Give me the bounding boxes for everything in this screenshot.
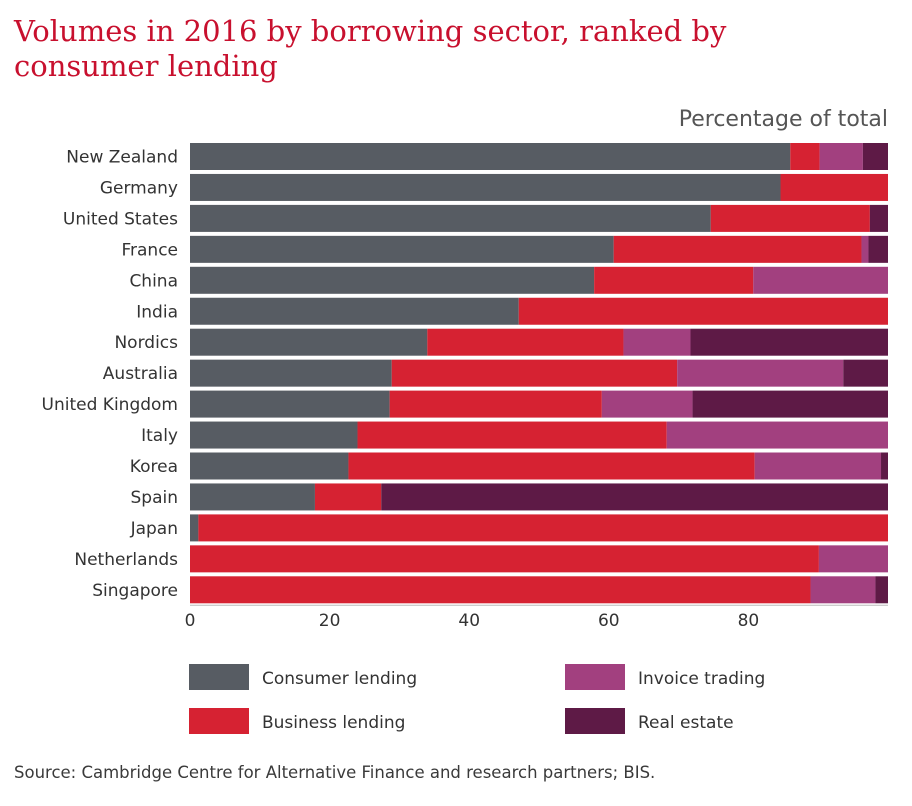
category-label: Netherlands — [74, 550, 178, 570]
bar-segment-real-estate — [690, 328, 888, 356]
bar-segment-consumer-lending — [190, 266, 595, 294]
bar-segment-consumer-lending — [190, 143, 791, 170]
category-label: India — [136, 302, 178, 322]
x-axis: 0 20 40 60 80 — [185, 604, 888, 631]
bar-segment-consumer-lending — [190, 173, 781, 201]
bar-segment-invoice-trading — [861, 235, 869, 263]
bar-segment-real-estate — [692, 390, 888, 418]
bar-segment-invoice-trading — [601, 390, 693, 418]
x-tick-label: 20 — [319, 611, 341, 631]
category-label: Italy — [141, 426, 178, 446]
bar-segment-real-estate — [862, 143, 888, 170]
category-label: Spain — [131, 488, 179, 508]
bar-segment-consumer-lending — [190, 328, 428, 356]
bar-segment-invoice-trading — [810, 576, 876, 604]
bar-segment-business-lending — [190, 576, 811, 604]
category-label: Japan — [130, 519, 178, 539]
bar-segment-consumer-lending — [190, 204, 711, 232]
category-label: China — [129, 271, 178, 291]
category-label: Germany — [100, 178, 178, 198]
bar-segment-business-lending — [613, 235, 862, 263]
bar-segment-consumer-lending — [190, 483, 315, 511]
x-tick-label: 40 — [458, 611, 480, 631]
category-labels: New Zealand Germany United States France Chi… — [42, 148, 179, 601]
bar-segment-real-estate — [869, 204, 888, 232]
x-tick-label: 0 — [185, 611, 196, 631]
category-label: Nordics — [114, 333, 178, 353]
bar-segment-business-lending — [389, 390, 602, 418]
source-note: Source: Cambridge Centre for Alternative… — [14, 763, 656, 782]
bar-segment-consumer-lending — [190, 390, 390, 418]
legend-label: Real estate — [638, 713, 734, 733]
category-label: United States — [63, 209, 178, 229]
bar-segment-business-lending — [518, 297, 888, 325]
bar-segment-real-estate — [843, 359, 888, 387]
bar-segment-business-lending — [780, 173, 888, 201]
category-label: Australia — [103, 364, 178, 384]
bar-segment-business-lending — [314, 483, 382, 511]
chart-title: Volumes in 2016 by borrowing sector, ran… — [14, 14, 727, 83]
bars-layer — [190, 143, 889, 604]
bar-segment-business-lending — [427, 328, 624, 356]
bar-segment-invoice-trading — [819, 143, 863, 170]
x-tick-label: 60 — [598, 611, 620, 631]
legend-label: Consumer lending — [262, 669, 417, 689]
legend-swatch — [189, 664, 249, 690]
bar-segment-invoice-trading — [677, 359, 844, 387]
legend: Consumer lending Business lending Invoice … — [189, 664, 765, 734]
chart-subtitle: Percentage of total — [678, 107, 888, 132]
bar-segment-business-lending — [710, 204, 870, 232]
bar-segment-consumer-lending — [190, 452, 349, 480]
bar-segment-invoice-trading — [623, 328, 691, 356]
bar-segment-consumer-lending — [190, 359, 392, 387]
bar-segment-real-estate — [381, 483, 888, 511]
bar-segment-invoice-trading — [818, 545, 888, 573]
bar-segment-real-estate — [868, 235, 888, 263]
bar-segment-business-lending — [190, 545, 819, 573]
bar-segment-consumer-lending — [190, 514, 199, 542]
bar-segment-business-lending — [348, 452, 755, 480]
bar-segment-real-estate — [875, 576, 888, 604]
category-label: Singapore — [92, 581, 178, 601]
legend-swatch — [565, 708, 625, 734]
bar-segment-business-lending — [391, 359, 678, 387]
category-label: New Zealand — [66, 148, 178, 168]
legend-label: Invoice trading — [638, 669, 765, 689]
legend-swatch — [189, 708, 249, 734]
bar-segment-invoice-trading — [753, 266, 888, 294]
bar-segment-consumer-lending — [190, 235, 614, 263]
bar-segment-business-lending — [357, 421, 667, 449]
bar-segment-consumer-lending — [190, 297, 519, 325]
bar-segment-consumer-lending — [190, 421, 358, 449]
bar-segment-real-estate — [881, 452, 888, 480]
category-label: United Kingdom — [42, 395, 178, 415]
category-label: France — [121, 240, 178, 260]
legend-label: Business lending — [262, 713, 405, 733]
legend-swatch — [565, 664, 625, 690]
x-tick-label: 80 — [738, 611, 760, 631]
bar-segment-business-lending — [790, 143, 820, 170]
bar-segment-business-lending — [594, 266, 754, 294]
bar-segment-invoice-trading — [754, 452, 882, 480]
category-label: Korea — [130, 457, 178, 477]
bar-segment-invoice-trading — [666, 421, 888, 449]
bar-segment-business-lending — [198, 514, 889, 542]
